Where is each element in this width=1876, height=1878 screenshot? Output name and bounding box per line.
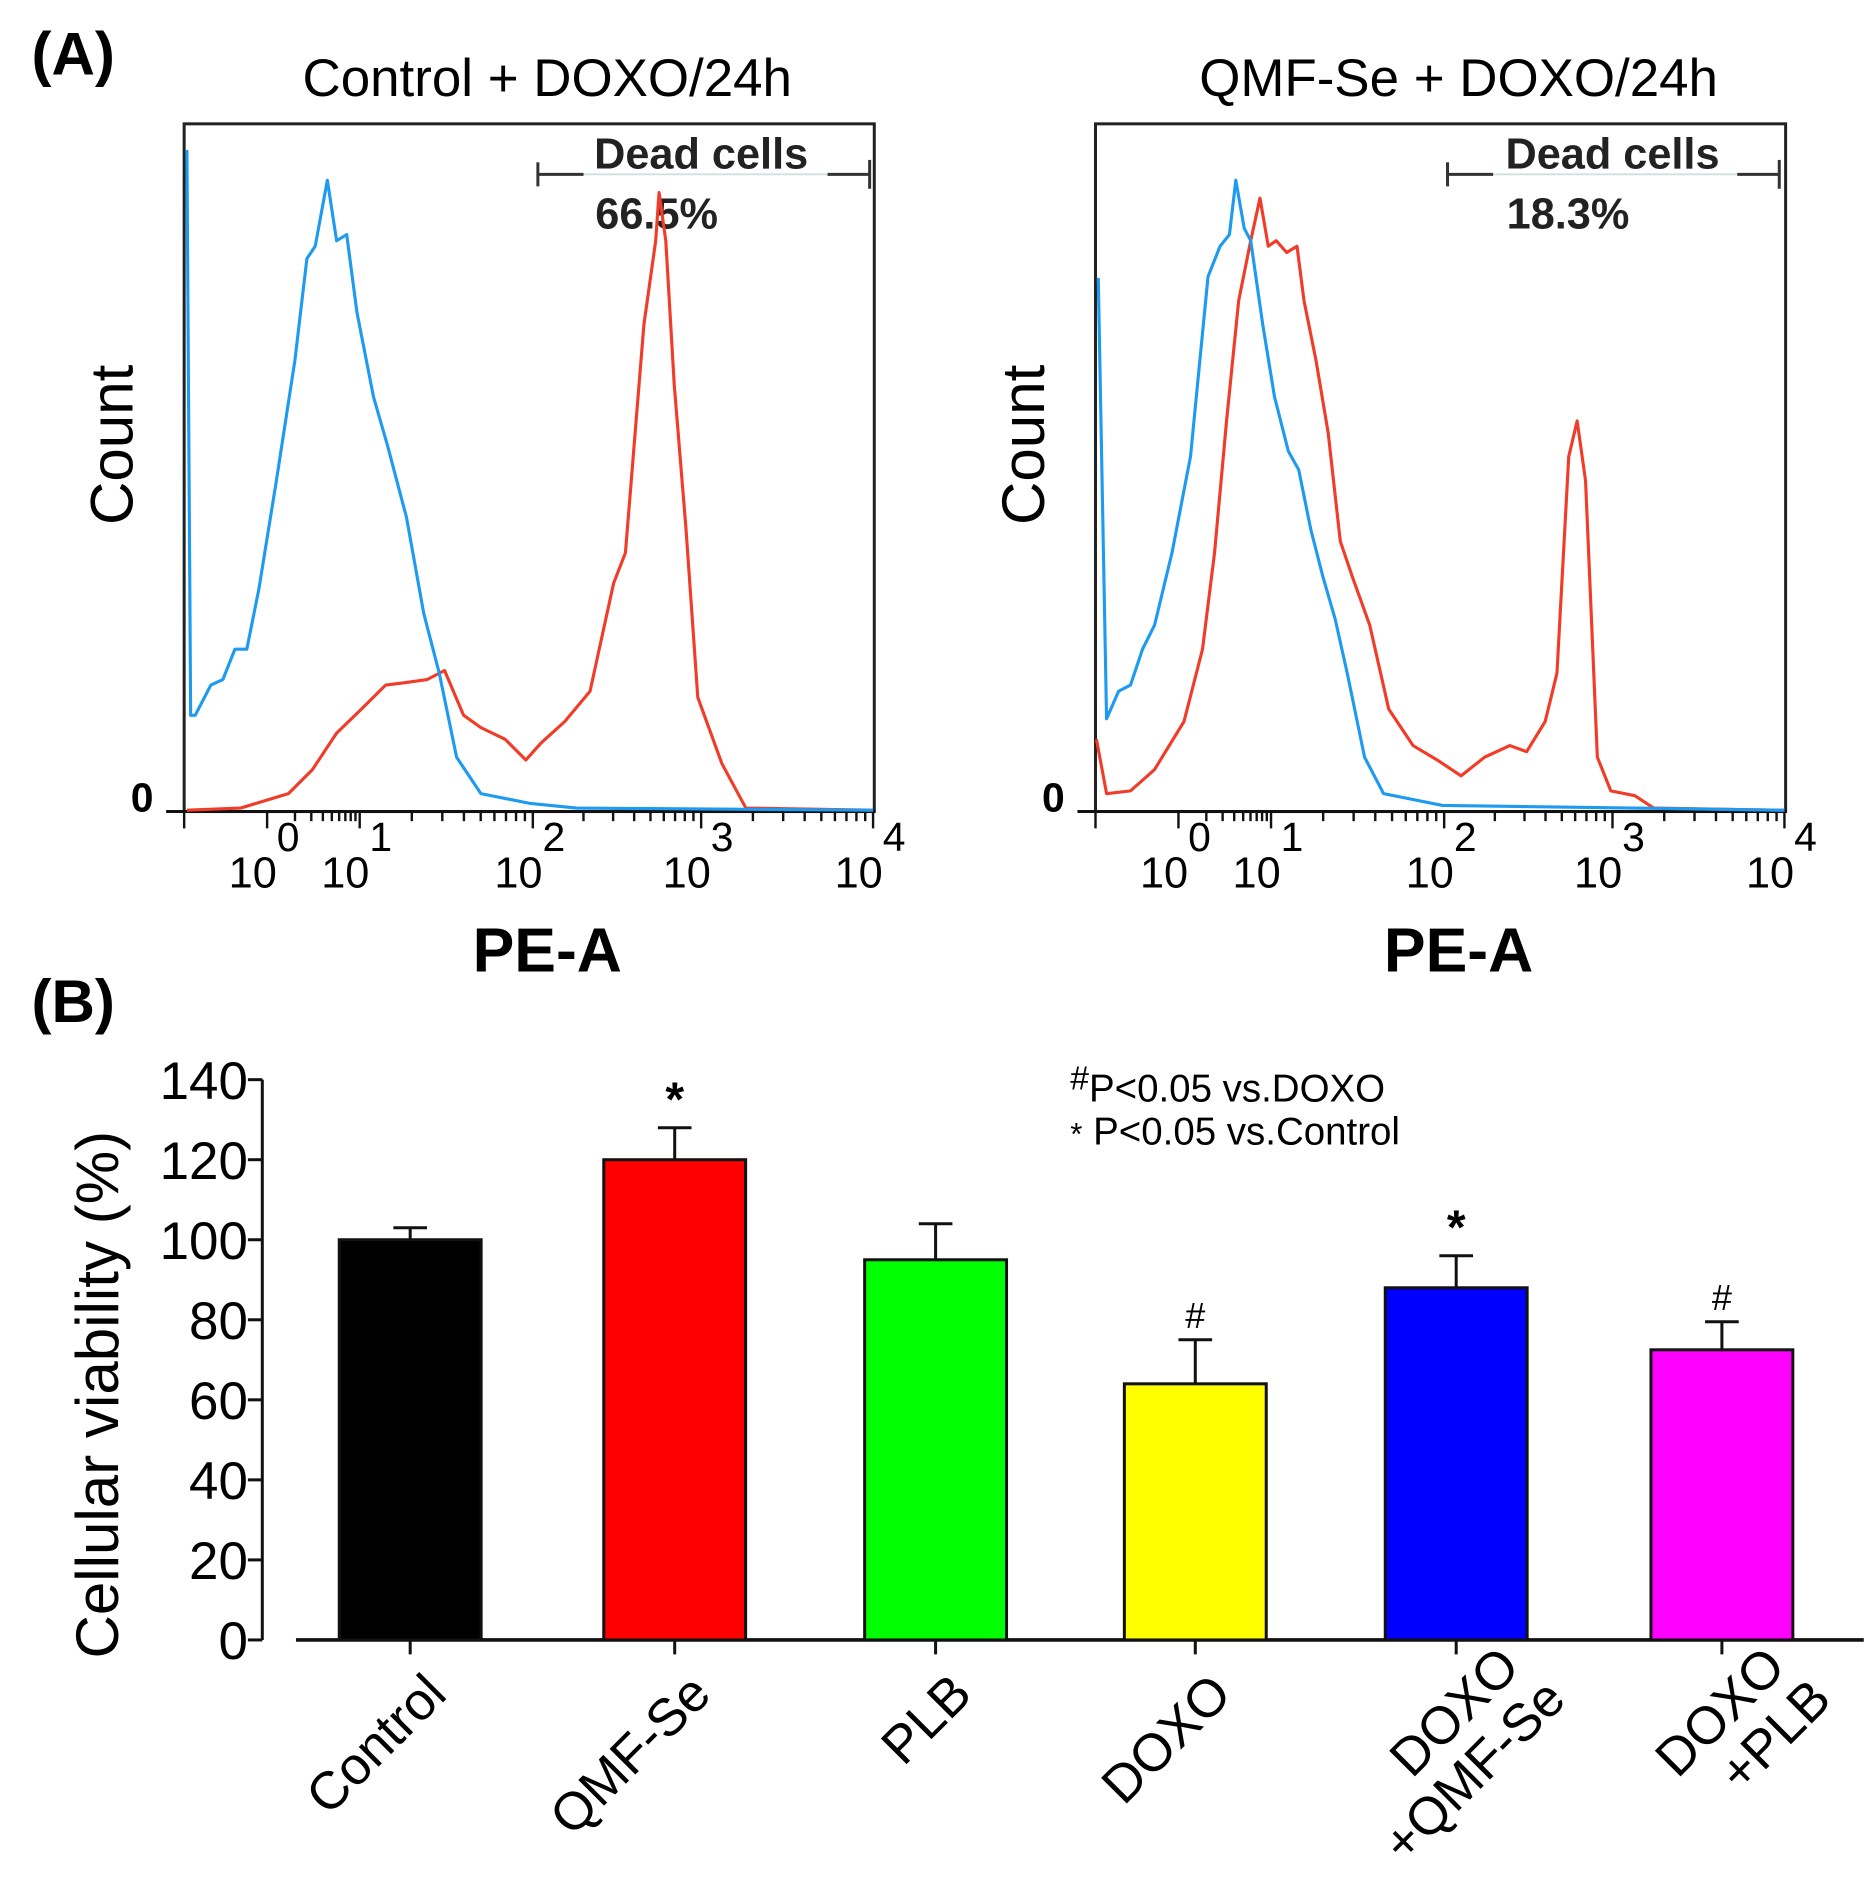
histogram-curve-untreated bbox=[185, 149, 874, 812]
bar-doxo bbox=[1122, 1382, 1268, 1642]
significance-marker: # bbox=[1185, 1295, 1205, 1336]
y-tick-label: 20 bbox=[189, 1532, 248, 1591]
tick-exponent: 2 bbox=[1454, 814, 1477, 860]
x-axis-label: PE-A bbox=[1384, 915, 1533, 985]
x-tick-label: 104 bbox=[1746, 814, 1817, 897]
y-tick-label: 140 bbox=[160, 1052, 248, 1111]
significance-marker: * bbox=[665, 1073, 684, 1127]
y-axis-label: Count bbox=[990, 364, 1057, 525]
bar-chart-viability: Cellular viability (%) #P<0.05 vs.DOXO *… bbox=[64, 1052, 1864, 1873]
histogram-curve-qmf-se-doxo bbox=[1094, 196, 1785, 812]
histogram-control-doxo: Control + DOXO/24h Count 0 PE-A Dead cel… bbox=[78, 49, 905, 985]
x-axis-label: PE-A bbox=[473, 915, 622, 985]
y-tick-label: 80 bbox=[189, 1292, 248, 1351]
x-tick-label: DOXO bbox=[1090, 1663, 1242, 1815]
tick-exponent: 0 bbox=[1188, 814, 1211, 860]
histogram-title: QMF-Se + DOXO/24h bbox=[1199, 49, 1718, 108]
bar-control bbox=[337, 1238, 483, 1642]
legend-symbol: # bbox=[1070, 1060, 1089, 1097]
tick-exponent: 2 bbox=[542, 814, 565, 860]
x-tick-label: DOXO+QMF-Se bbox=[1332, 1629, 1576, 1873]
plot-frame bbox=[182, 122, 876, 814]
gate-percentage: 18.3% bbox=[1507, 190, 1630, 238]
x-tick-label: 101 bbox=[321, 814, 392, 897]
x-tick-label: 102 bbox=[1406, 814, 1477, 897]
y-axis-label: Count bbox=[78, 364, 145, 525]
histogram-curve-untreated bbox=[1096, 178, 1785, 812]
y-tick-label: 120 bbox=[160, 1132, 248, 1191]
tick-base: 10 bbox=[321, 849, 369, 897]
tick-exponent: 1 bbox=[1281, 814, 1304, 860]
y-zero-label: 0 bbox=[131, 775, 154, 821]
tick-exponent: 3 bbox=[711, 814, 734, 860]
bar-doxo-qmf-se bbox=[1383, 1286, 1529, 1642]
tick-label-line: DOXO bbox=[1090, 1663, 1242, 1815]
bar-plb bbox=[863, 1258, 1009, 1642]
x-tick-label: 100 bbox=[1140, 814, 1211, 897]
tick-base: 10 bbox=[835, 849, 883, 897]
x-tick-label: 104 bbox=[835, 814, 906, 897]
x-tick-label: DOXO+PLB bbox=[1644, 1629, 1842, 1827]
x-tick-label: 103 bbox=[1574, 814, 1645, 897]
tick-exponent: 4 bbox=[1794, 814, 1817, 860]
tick-base: 10 bbox=[1406, 849, 1454, 897]
legend-symbol: * bbox=[1070, 1117, 1082, 1152]
gate-label: Dead cells bbox=[594, 130, 808, 178]
tick-label-line: QMF-Se bbox=[539, 1663, 722, 1846]
bar-qmf-se bbox=[602, 1158, 748, 1642]
x-tick-label: 102 bbox=[494, 814, 565, 897]
tick-exponent: 3 bbox=[1622, 814, 1645, 860]
tick-label-line: PLB bbox=[870, 1663, 982, 1775]
histogram-curve-doxo bbox=[186, 191, 874, 812]
x-tick-label: 100 bbox=[229, 814, 300, 897]
y-zero-label: 0 bbox=[1042, 775, 1065, 821]
plot-frame bbox=[1093, 122, 1788, 814]
y-tick-label: 60 bbox=[189, 1372, 248, 1431]
y-tick-label: 40 bbox=[189, 1452, 248, 1511]
legend-line-2: * P<0.05 vs.Control bbox=[1070, 1111, 1400, 1154]
x-tick-label: 103 bbox=[663, 814, 734, 897]
x-tick-label: QMF-Se bbox=[539, 1663, 722, 1846]
tick-exponent: 0 bbox=[277, 814, 300, 860]
legend-text: P<0.05 vs.Control bbox=[1082, 1111, 1400, 1154]
bar-doxo-plb bbox=[1649, 1348, 1795, 1642]
tick-base: 10 bbox=[494, 849, 542, 897]
y-tick-label: 0 bbox=[218, 1612, 247, 1671]
tick-base: 10 bbox=[1574, 849, 1622, 897]
histogram-qmfse-doxo: QMF-Se + DOXO/24h Count 0 PE-A Dead cell… bbox=[990, 49, 1817, 985]
x-tick-label: 101 bbox=[1233, 814, 1304, 897]
tick-base: 10 bbox=[663, 849, 711, 897]
tick-base: 10 bbox=[1140, 849, 1188, 897]
significance-marker: * bbox=[1447, 1201, 1466, 1255]
y-axis-label: Cellular viability (%) bbox=[64, 1131, 131, 1659]
y-tick-label: 100 bbox=[160, 1212, 248, 1271]
significance-marker: # bbox=[1712, 1277, 1732, 1318]
tick-exponent: 1 bbox=[369, 814, 392, 860]
gate-label: Dead cells bbox=[1505, 130, 1719, 178]
legend-text: P<0.05 vs.DOXO bbox=[1089, 1067, 1385, 1110]
tick-label-line: Control bbox=[295, 1663, 457, 1825]
panel-label-a: (A) bbox=[31, 21, 114, 88]
panel-label-b: (B) bbox=[31, 968, 114, 1035]
tick-base: 10 bbox=[1746, 849, 1794, 897]
x-tick-label: Control bbox=[295, 1663, 457, 1825]
x-tick-label: PLB bbox=[870, 1663, 982, 1775]
tick-base: 10 bbox=[229, 849, 277, 897]
tick-base: 10 bbox=[1233, 849, 1281, 897]
tick-exponent: 4 bbox=[883, 814, 906, 860]
legend-line-1: #P<0.05 vs.DOXO bbox=[1070, 1060, 1385, 1110]
histogram-title: Control + DOXO/24h bbox=[303, 49, 792, 108]
